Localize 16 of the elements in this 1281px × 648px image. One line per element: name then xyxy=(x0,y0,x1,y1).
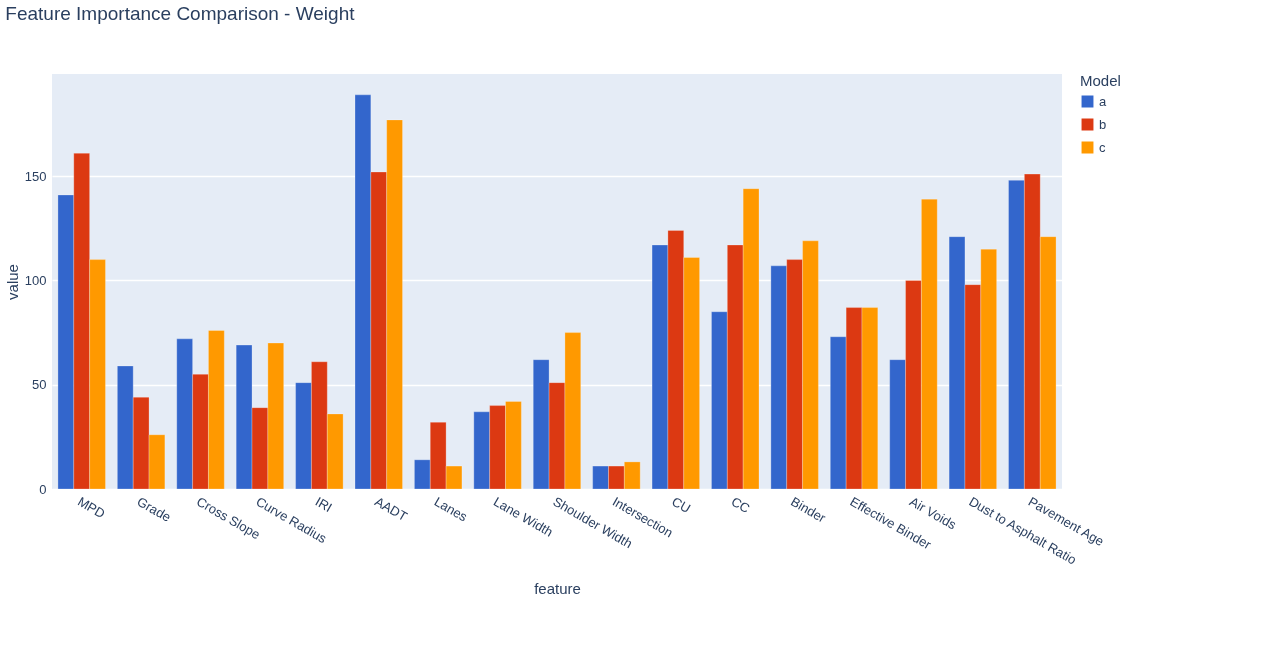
chart-title: Feature Importance Comparison - Weight xyxy=(5,3,356,24)
y-tick-label: 150 xyxy=(24,168,47,184)
legend-label: b xyxy=(1099,116,1107,132)
y-tick-label: 50 xyxy=(32,377,47,393)
y-tick-label: 100 xyxy=(24,272,47,288)
y-axis-title: value xyxy=(3,264,21,300)
legend-label: c xyxy=(1099,139,1106,155)
legend-title: Model xyxy=(1080,72,1121,89)
legend-label: a xyxy=(1099,93,1107,109)
x-tick-label: IRI xyxy=(312,493,335,516)
x-tick-label: AADT xyxy=(372,493,410,525)
x-tick-label: MPD xyxy=(75,493,108,522)
x-tick-label: CU xyxy=(669,493,694,517)
x-axis-title: feature xyxy=(534,579,581,597)
x-tick-label: CC xyxy=(728,493,753,517)
y-tick-label: 0 xyxy=(39,481,47,497)
